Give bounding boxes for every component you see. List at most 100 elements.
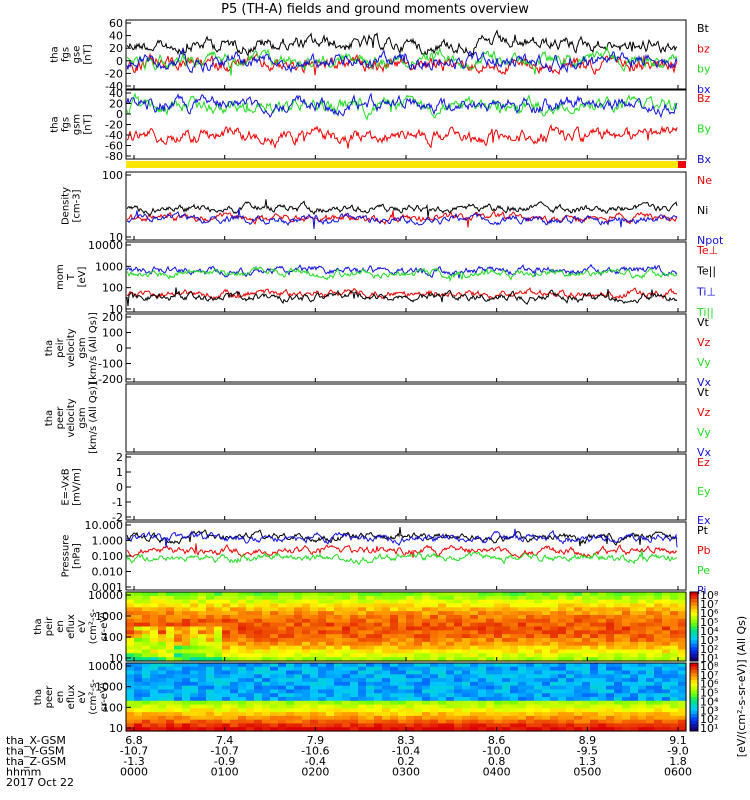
y-axis-label: fgs [61,117,72,132]
spectrogram-cell [470,626,479,631]
spectrogram-cell [366,622,375,628]
spectrogram-cell [398,708,407,713]
spectrogram-cell [622,674,631,679]
spectrogram-cell [142,634,151,639]
spectrogram-cell [662,615,671,620]
spectrogram-cell [182,681,191,687]
colorbar-swatch [690,640,698,645]
spectrogram-cell [246,681,255,687]
spectrogram-cell [550,622,559,628]
spectrogram-cell [334,663,343,668]
spectrogram-cell [182,670,191,675]
spectrogram-cell [246,663,255,668]
spectrogram-cell [502,622,511,628]
spectrogram-cell [270,712,279,717]
spectrogram-cell [614,603,623,608]
spectrogram-cell [670,638,679,643]
spectrogram-cell [214,645,223,651]
spectrogram-cell [446,618,455,624]
spectrogram-cell [326,685,335,691]
spectrogram-cell [166,653,175,658]
spectrogram-cell [366,611,375,616]
colorbar-tick-label: 10³ [700,634,718,647]
spectrogram-cell [222,670,231,675]
spectrogram-cell [310,681,319,687]
spectrogram-cell [414,719,423,725]
spectrogram-cell [542,607,551,612]
spectrogram-cell [382,657,391,662]
spectrogram-cell [390,727,399,732]
spectrogram-cell [158,653,167,658]
spectrogram-cell [342,670,351,675]
spectrogram-cell [646,697,655,702]
spectrogram-cell [342,592,351,597]
spectrogram-cell [222,723,231,728]
spectrogram-cell [334,704,343,709]
spectrogram-cell [358,618,367,624]
spectrogram-cell [646,689,655,694]
spectrogram-cell [582,719,591,725]
spectrogram-cell [630,666,639,672]
spectrogram-cell [142,674,151,679]
y-axis-label: Density [61,187,72,225]
spectrogram-cell [310,712,319,717]
spectrogram-cell [446,719,455,725]
spectrogram-cell [398,626,407,631]
spectrogram-cell [630,681,639,687]
spectrogram-cell [294,649,303,654]
y-axis-label: gsm [77,407,88,428]
spectrogram-cell [454,645,463,651]
spectrogram-cell [598,603,607,608]
spectrogram-cell [678,666,687,672]
spectrogram-cell [646,727,655,732]
spectrogram-cell [614,657,623,662]
spectrogram-cell [646,666,655,672]
spectrogram-cell [294,663,303,668]
spectrogram-cell [230,641,239,647]
spectrogram-cell [662,689,671,694]
spectrogram-cell [126,700,135,706]
spectrogram-cell [214,674,223,679]
spectrogram-cell [182,607,191,612]
spectrogram-cell [438,697,447,702]
spectrogram-cell [238,712,247,717]
spectrogram-cell [606,727,615,732]
spectrogram-cell [462,681,471,687]
spectrogram-cell [302,599,311,605]
spectrogram-cell [486,649,495,654]
spectrogram-cell [510,607,519,612]
spectrogram-cell [366,700,375,706]
spectrogram-cell [406,712,415,717]
spectrogram-cell [182,727,191,732]
spectrogram-cell [390,715,399,721]
spectrogram-cell [326,657,335,662]
spectrogram-cell [582,618,591,624]
spectrogram-cell [654,663,663,668]
spectrogram-cell [622,719,631,725]
spectrogram-cell [222,685,231,691]
spectrogram-cell [174,708,183,713]
spectrogram-cell [382,685,391,691]
spectrogram-cell [142,626,151,631]
spectrogram-cell [614,599,623,605]
colorbar-swatch [690,697,698,701]
spectrogram-cell [678,715,687,721]
spectrogram-cell [270,689,279,694]
spectrogram-cell [358,712,367,717]
spectrogram-cell [286,674,295,679]
spectrogram-cell [350,622,359,628]
spectrogram-cell [230,719,239,725]
spectrogram-cell [582,689,591,694]
spectrogram-cell [558,649,567,654]
spectrogram-cell [622,618,631,624]
spectrogram-cell [158,595,167,601]
spectrogram-cell [270,634,279,639]
spectrogram-cell [614,697,623,702]
spectrogram-cell [198,599,207,605]
spectrogram-cell [238,615,247,620]
spectrogram-cell [246,723,255,728]
spectrogram-cell [494,599,503,605]
spectrogram-cell [390,723,399,728]
spectrogram-cell [222,618,231,624]
spectrogram-cell [502,653,511,658]
